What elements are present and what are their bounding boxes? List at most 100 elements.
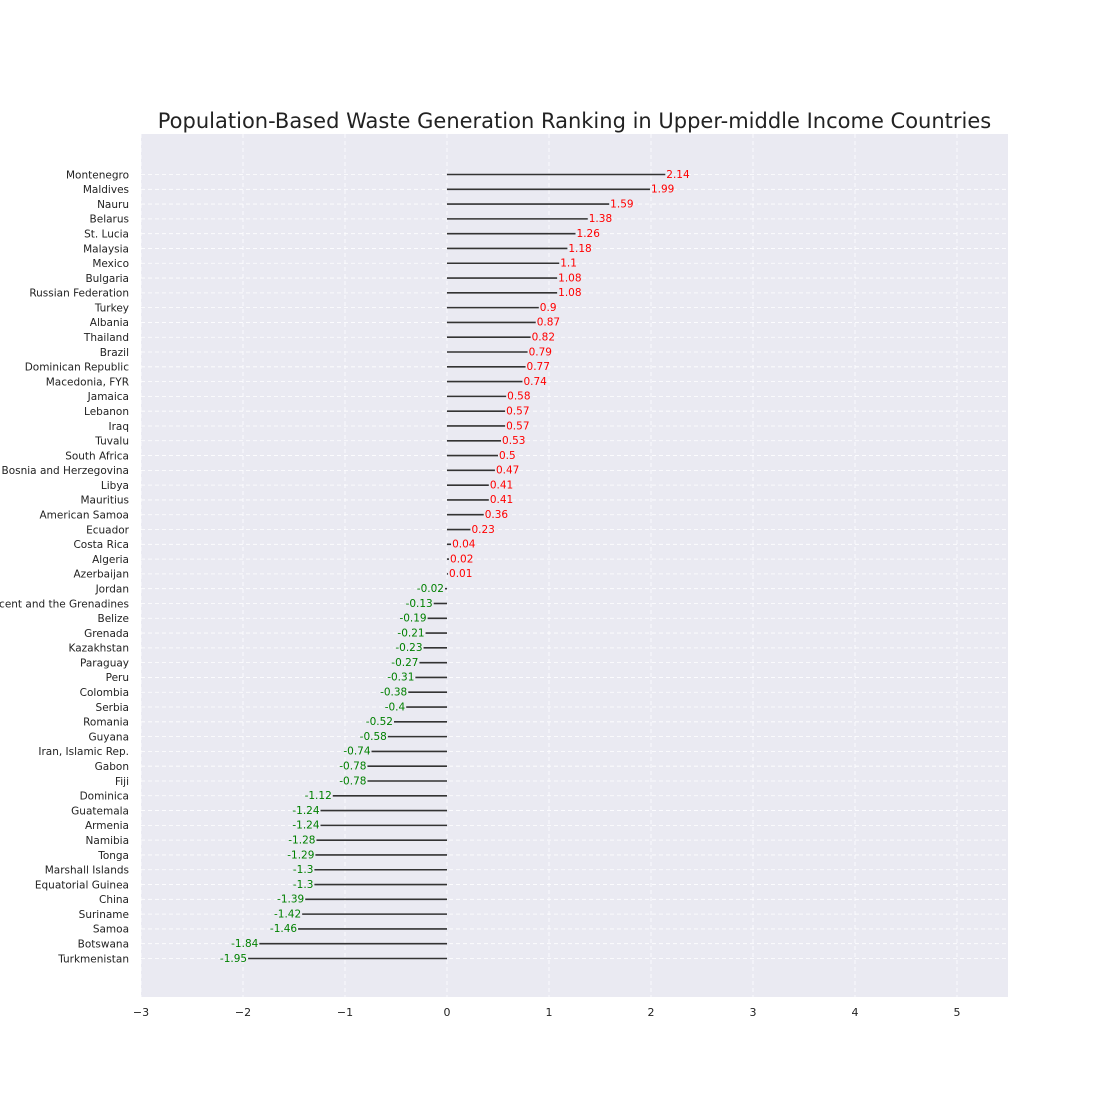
data-label: 0.57 bbox=[506, 405, 529, 417]
y-tick-label: Costa Rica bbox=[73, 539, 129, 551]
x-tick-label: 0 bbox=[444, 1006, 451, 1019]
data-lines bbox=[248, 173, 666, 960]
y-tick-labels: Montenegro Maldives Nauru Belarus St. Lucia M… bbox=[0, 169, 130, 965]
data-label: -1.46 bbox=[270, 923, 297, 935]
y-tick-label: Libya bbox=[101, 480, 129, 492]
y-tick-label: Peru bbox=[106, 672, 129, 684]
y-tick-label: Equatorial Guinea bbox=[35, 879, 129, 891]
y-tick-label: Samoa bbox=[93, 924, 129, 936]
data-label: 0.23 bbox=[471, 524, 494, 536]
x-tick-label: 3 bbox=[750, 1006, 757, 1019]
data-label: 0.82 bbox=[532, 332, 555, 344]
data-label: -1.84 bbox=[231, 938, 258, 950]
y-tick-label: Russian Federation bbox=[29, 288, 129, 300]
data-label: 0.41 bbox=[490, 479, 513, 491]
y-tick-label: Tuvalu bbox=[94, 436, 129, 448]
y-tick-label: Maldives bbox=[83, 184, 129, 196]
y-tick-label: South Africa bbox=[65, 450, 129, 462]
data-label: 1.26 bbox=[577, 228, 601, 240]
y-tick-label: Jamaica bbox=[87, 391, 129, 403]
data-label: -1.39 bbox=[277, 894, 304, 906]
y-tick-label: Algeria bbox=[92, 554, 129, 566]
y-tick-label: Bulgaria bbox=[85, 273, 129, 285]
y-tick-label: Mexico bbox=[92, 258, 129, 270]
y-tick-label: Tonga bbox=[97, 850, 129, 862]
data-label: -0.78 bbox=[339, 775, 366, 787]
data-label: 0.5 bbox=[499, 450, 516, 462]
data-label: 0.36 bbox=[485, 509, 509, 521]
y-tick-label: Turkmenistan bbox=[57, 953, 129, 965]
y-tick-label: Mauritius bbox=[80, 495, 129, 507]
y-tick-label: Botswana bbox=[78, 939, 129, 951]
data-label: -0.13 bbox=[406, 598, 433, 610]
data-label: -0.02 bbox=[417, 583, 444, 595]
y-tick-label: Iran, Islamic Rep. bbox=[38, 746, 129, 758]
data-label: -0.27 bbox=[391, 657, 418, 669]
y-tick-label: Grenada bbox=[84, 628, 129, 640]
data-label: -1.24 bbox=[292, 820, 319, 832]
data-label: -0.38 bbox=[380, 687, 407, 699]
data-label: 0.02 bbox=[450, 553, 473, 565]
y-tick-label: Thailand bbox=[83, 332, 129, 344]
y-tick-label: Bosnia and Herzegovina bbox=[2, 465, 130, 477]
data-label: 0.77 bbox=[527, 361, 550, 373]
data-label: -1.28 bbox=[288, 834, 315, 846]
data-label: 1.1 bbox=[560, 258, 577, 270]
x-tick-label: 2 bbox=[648, 1006, 655, 1019]
y-tick-label: Nauru bbox=[97, 199, 129, 211]
y-tick-label: Armenia bbox=[85, 820, 129, 832]
data-label: -1.24 bbox=[292, 805, 319, 817]
x-tick-label: −1 bbox=[337, 1006, 353, 1019]
data-label: -1.29 bbox=[287, 849, 314, 861]
y-tick-label: Macedonia, FYR bbox=[46, 376, 129, 388]
y-tick-label: Turkey bbox=[94, 302, 129, 314]
data-label: -1.12 bbox=[305, 790, 332, 802]
data-label: 0.57 bbox=[506, 420, 529, 432]
x-tick-label: 1 bbox=[546, 1006, 553, 1019]
y-tick-label: Dominica bbox=[80, 791, 129, 803]
data-label: 0.79 bbox=[529, 346, 552, 358]
data-label: 0.9 bbox=[540, 302, 557, 314]
y-tick-label: Guatemala bbox=[71, 805, 129, 817]
y-tick-label: Suriname bbox=[79, 909, 129, 921]
y-tick-label: Jordan bbox=[95, 583, 129, 595]
y-tick-label: Albania bbox=[90, 317, 129, 329]
data-label: 1.99 bbox=[651, 184, 674, 196]
x-tick-label: 4 bbox=[852, 1006, 859, 1019]
y-tick-label: Ecuador bbox=[86, 524, 130, 536]
y-tick-label: St. Lucia bbox=[84, 228, 129, 240]
grid-lines bbox=[140, 134, 1008, 997]
y-tick-label: Belarus bbox=[90, 214, 129, 226]
data-label: -0.23 bbox=[395, 642, 422, 654]
chart-title: Population-Based Waste Generation Rankin… bbox=[158, 109, 991, 133]
data-label: -0.31 bbox=[387, 672, 414, 684]
y-tick-label: Guyana bbox=[88, 731, 129, 743]
y-tick-label: Iraq bbox=[108, 421, 129, 433]
data-label: 1.38 bbox=[589, 213, 612, 225]
y-tick-label: Belize bbox=[98, 613, 129, 625]
data-label: -0.74 bbox=[343, 746, 370, 758]
y-tick-label: Montenegro bbox=[66, 169, 129, 181]
data-label: 0.74 bbox=[523, 376, 547, 388]
y-tick-label: Azerbaijan bbox=[74, 569, 130, 581]
data-label: 0.87 bbox=[537, 317, 560, 329]
data-label: 1.18 bbox=[568, 243, 591, 255]
data-label: 0.53 bbox=[502, 435, 525, 447]
data-label: 0.01 bbox=[449, 568, 472, 580]
data-label: -0.78 bbox=[339, 760, 366, 772]
data-label: 1.59 bbox=[610, 198, 633, 210]
y-tick-label: Kazakhstan bbox=[69, 643, 130, 655]
data-labels: 2.141.991.591.381.261.181.11.081.080.90.… bbox=[220, 169, 690, 965]
y-tick-label: Marshall Islands bbox=[45, 865, 129, 877]
data-label: 0.41 bbox=[490, 494, 513, 506]
data-label: -0.19 bbox=[399, 613, 426, 625]
data-label: -1.3 bbox=[293, 864, 314, 876]
x-tick-label: −3 bbox=[133, 1006, 149, 1019]
data-label: -1.95 bbox=[220, 953, 247, 965]
data-label: -0.52 bbox=[366, 716, 393, 728]
data-label: -0.58 bbox=[360, 731, 387, 743]
y-tick-label: Brazil bbox=[100, 347, 129, 359]
x-tick-label: −2 bbox=[235, 1006, 251, 1019]
data-label: 0.47 bbox=[496, 465, 519, 477]
